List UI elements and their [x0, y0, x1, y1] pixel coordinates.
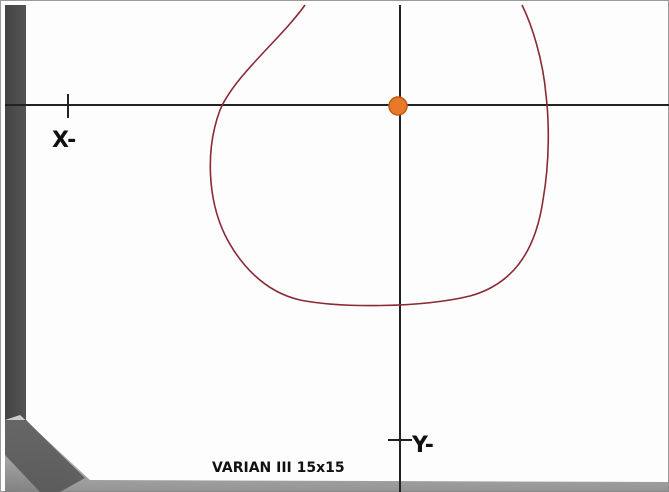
page: X- Y- VARIAN III 15x15 (() => { const da… — [0, 0, 669, 492]
x-marker-label: X- — [52, 128, 76, 153]
image-frame — [1, 1, 669, 492]
film-caption: VARIAN III 15x15 — [212, 460, 345, 476]
film-scan: X- Y- VARIAN III 15x15 — [0, 0, 669, 492]
isocenter-marker — [389, 97, 407, 115]
y-marker-label: Y- — [411, 433, 434, 458]
